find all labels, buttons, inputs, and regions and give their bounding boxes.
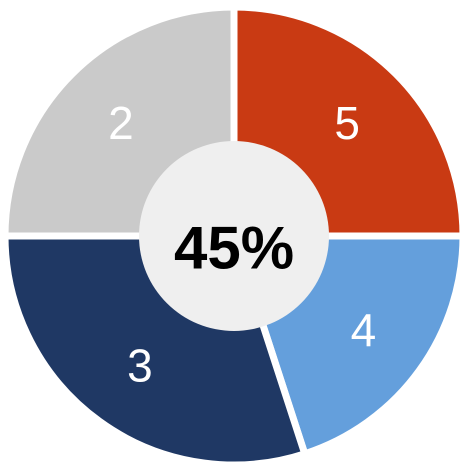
segment-label: 3 xyxy=(127,339,153,391)
segment-label: 4 xyxy=(351,304,377,356)
segment-label: 2 xyxy=(108,97,134,149)
segment-label: 5 xyxy=(334,97,360,149)
center-label: 45% xyxy=(174,215,294,282)
center-hole xyxy=(139,141,329,331)
